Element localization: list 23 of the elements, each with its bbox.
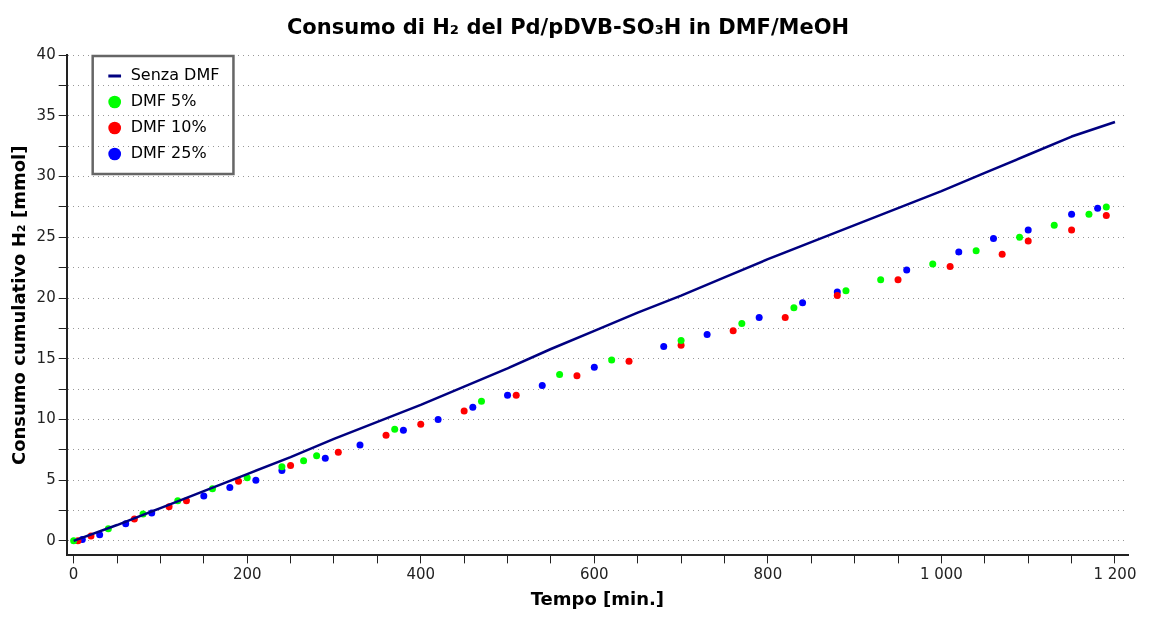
legend-label: DMF 10%: [130, 117, 207, 137]
y-tick-label: 10: [36, 409, 56, 428]
legend-label: DMF 5%: [130, 91, 197, 111]
x-tick-label: 400: [406, 565, 436, 584]
y-tick-label: 20: [36, 287, 56, 306]
x-tick-label: 1 000: [919, 565, 963, 584]
y-tick-label: 5: [46, 470, 56, 489]
chart-title: Consumo di H₂ del Pd/pDVB-SO₃H in DMF/MeOH: [286, 15, 850, 40]
legend-label: DMF 25%: [130, 143, 207, 163]
x-tick-label: 1 200: [1093, 565, 1137, 584]
x-tick-label: 200: [232, 565, 262, 584]
legend-label: Senza DMF: [130, 65, 220, 85]
y-axis-title: Consumo cumulativo H₂ [mmol]: [8, 145, 30, 466]
y-tick-label: 0: [46, 530, 56, 549]
y-tick-label: 35: [36, 105, 56, 124]
x-tick-label: 600: [579, 565, 609, 584]
y-tick-label: 15: [36, 348, 56, 367]
x-tick-label: 0: [68, 565, 79, 584]
x-tick-label: 800: [753, 565, 783, 584]
y-tick-label: 30: [36, 166, 56, 185]
y-tick-label: 40: [36, 45, 56, 64]
y-tick-label: 25: [36, 227, 56, 246]
x-axis-title: Tempo [min.]: [530, 587, 665, 609]
